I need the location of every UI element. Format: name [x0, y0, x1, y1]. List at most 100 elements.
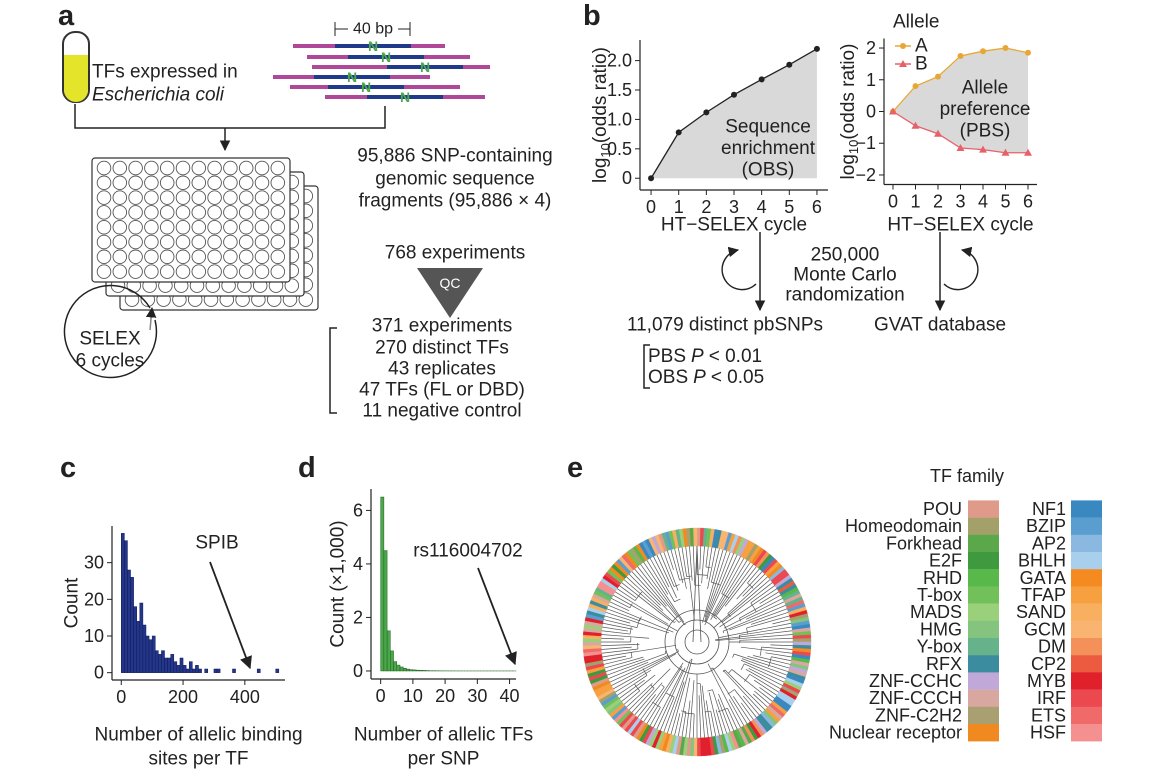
- branch: [704, 550, 727, 618]
- bar: [151, 635, 156, 673]
- legend-swatch: [1071, 500, 1102, 518]
- x-tick-label: 1: [910, 192, 920, 212]
- branch: [753, 655, 791, 665]
- well: [96, 190, 112, 205]
- bar: [232, 668, 236, 673]
- plate: [91, 157, 291, 283]
- well: [270, 234, 286, 250]
- legend-label: HSF: [1030, 723, 1066, 743]
- bar: [419, 670, 423, 672]
- qc-result: 43 replicates: [388, 359, 496, 380]
- well: [175, 190, 191, 205]
- well: [96, 234, 112, 250]
- branch: [616, 675, 648, 696]
- cycle-arrowhead: [145, 306, 157, 331]
- branch: [606, 608, 640, 622]
- branch: [674, 620, 676, 623]
- bar: [133, 606, 137, 673]
- well: [128, 249, 143, 265]
- bar: [192, 668, 196, 673]
- branch: [765, 652, 792, 658]
- x-tick-label: 0: [376, 686, 386, 706]
- branch: [674, 713, 681, 736]
- y-axis-label: log10(odds ratio): [590, 47, 613, 183]
- well: [159, 190, 175, 205]
- legend-label: MADS: [910, 602, 962, 622]
- x-axis-label: HT−SELEX cycle: [887, 215, 1033, 236]
- y-tick-label: 2: [353, 607, 363, 627]
- bar: [167, 657, 171, 673]
- x-tick-label: 0: [646, 197, 656, 217]
- branch: [699, 546, 702, 570]
- legend-marker: [899, 60, 907, 67]
- branch: [643, 561, 685, 623]
- legend-swatch: [1071, 517, 1102, 535]
- well: [144, 175, 159, 191]
- well: [254, 175, 270, 191]
- well: [254, 249, 270, 265]
- branch: [692, 713, 695, 738]
- bar: [399, 666, 404, 672]
- y-tick-label: 1.5: [607, 80, 632, 100]
- branch: [712, 667, 748, 725]
- x-axis-label: Number of allelic binding: [94, 725, 302, 746]
- well: [112, 190, 128, 205]
- legend-swatch: [968, 672, 999, 690]
- bar: [198, 668, 202, 673]
- x-tick-label: 5: [1000, 192, 1010, 212]
- y-axis-label: log10(odds ratio): [838, 44, 861, 180]
- branch: [715, 634, 793, 641]
- bar: [380, 496, 385, 672]
- branch: [722, 670, 763, 713]
- branch: [670, 549, 680, 581]
- bar: [409, 669, 414, 672]
- legend-swatch: [1071, 655, 1102, 673]
- legend-label: GATA: [1020, 568, 1066, 588]
- branch: [705, 553, 735, 621]
- branch: [646, 559, 669, 595]
- branch: [674, 598, 681, 603]
- branch: [674, 619, 720, 665]
- well: [128, 175, 143, 191]
- point: [956, 144, 965, 151]
- y-tick-label: 0: [622, 168, 632, 188]
- well: [96, 160, 112, 176]
- branch: [711, 548, 720, 583]
- annotation: (OBS): [742, 160, 795, 181]
- well: [270, 175, 286, 191]
- branch: [601, 648, 639, 654]
- branch: [722, 604, 786, 632]
- bar: [170, 654, 175, 673]
- legend-label: BHLH: [1018, 551, 1066, 571]
- well: [191, 175, 207, 191]
- label-bg: [348, 20, 398, 38]
- y-tick-label: 0: [866, 102, 876, 122]
- branch: [717, 698, 731, 733]
- fragments-label: genomic sequence: [375, 169, 535, 190]
- well: [128, 264, 143, 279]
- branch: [685, 700, 691, 738]
- legend-label: Homeodomain: [845, 516, 962, 536]
- branch: [621, 582, 671, 621]
- legend-label: A: [915, 36, 928, 57]
- well: [159, 249, 175, 265]
- y-tick-label: 4: [353, 554, 363, 574]
- branch: [652, 701, 661, 708]
- legend-label: BZIP: [1026, 516, 1066, 536]
- area: [651, 48, 817, 179]
- branch: [749, 673, 780, 693]
- legend-swatch: [968, 603, 999, 621]
- branch: [673, 584, 680, 587]
- qc-triangle: [417, 268, 483, 318]
- legend-swatch: [968, 500, 999, 518]
- well: [207, 175, 222, 191]
- well: [128, 219, 143, 235]
- x-tick-label: 200: [168, 687, 198, 707]
- branch: [734, 689, 757, 718]
- legend-swatch: [1071, 724, 1102, 742]
- legend-label: Nuclear receptor: [829, 723, 962, 743]
- qc-result: 47 TFs (FL or DBD): [359, 380, 525, 401]
- annotation: preference: [940, 99, 1031, 120]
- qc-result: 371 experiments: [372, 316, 512, 337]
- x-tick-label: 6: [812, 197, 822, 217]
